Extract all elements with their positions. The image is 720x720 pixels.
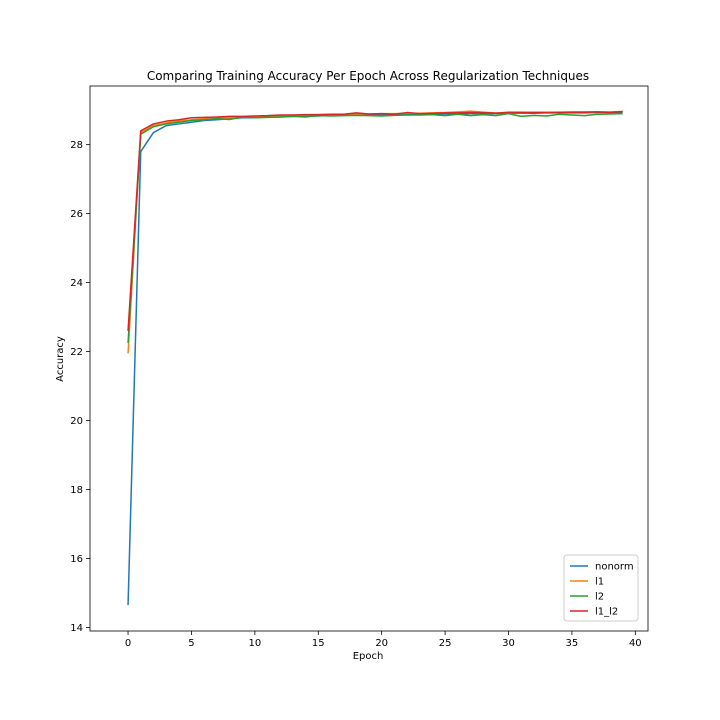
x-tick-label: 25 — [439, 638, 452, 649]
y-tick-label: 24 — [70, 278, 83, 289]
legend: nonorm l1 l2 l1_l2 — [563, 554, 639, 622]
y-tick-label: 22 — [70, 347, 83, 358]
legend-label-l2: l2 — [595, 592, 604, 603]
legend-box — [563, 554, 639, 622]
y-tick-label: 16 — [70, 554, 83, 565]
y-tick-label: 26 — [70, 209, 83, 220]
legend-label-nonorm: nonorm — [595, 562, 634, 573]
x-tick-label: 20 — [375, 638, 388, 649]
plot-area: 0 5 10 15 20 25 30 35 40 14 16 18 20 22 24 26 28 — [70, 85, 649, 649]
chart-title: Comparing Training Accuracy Per Epoch Ac… — [147, 69, 589, 83]
y-tick-label: 18 — [70, 485, 83, 496]
x-tick-label: 0 — [125, 638, 131, 649]
x-tick-label: 15 — [312, 638, 325, 649]
axes-frame — [89, 85, 649, 632]
x-tick-label: 35 — [566, 638, 579, 649]
y-axis-label: Accuracy — [55, 336, 66, 382]
legend-label-l1_l2: l1_l2 — [595, 607, 618, 618]
y-tick-label: 28 — [70, 140, 83, 151]
x-tick-label: 30 — [502, 638, 515, 649]
series-line-l2 — [127, 112, 623, 344]
x-axis-label: Epoch — [353, 651, 384, 662]
legend-label-l1: l1 — [595, 577, 604, 588]
y-tick-label: 14 — [70, 623, 83, 634]
x-tick-label: 40 — [629, 638, 642, 649]
y-tick-label: 20 — [70, 416, 83, 427]
x-tick-label: 10 — [248, 638, 261, 649]
series-line-l1_l2 — [127, 110, 623, 331]
x-tick-label: 5 — [188, 638, 194, 649]
